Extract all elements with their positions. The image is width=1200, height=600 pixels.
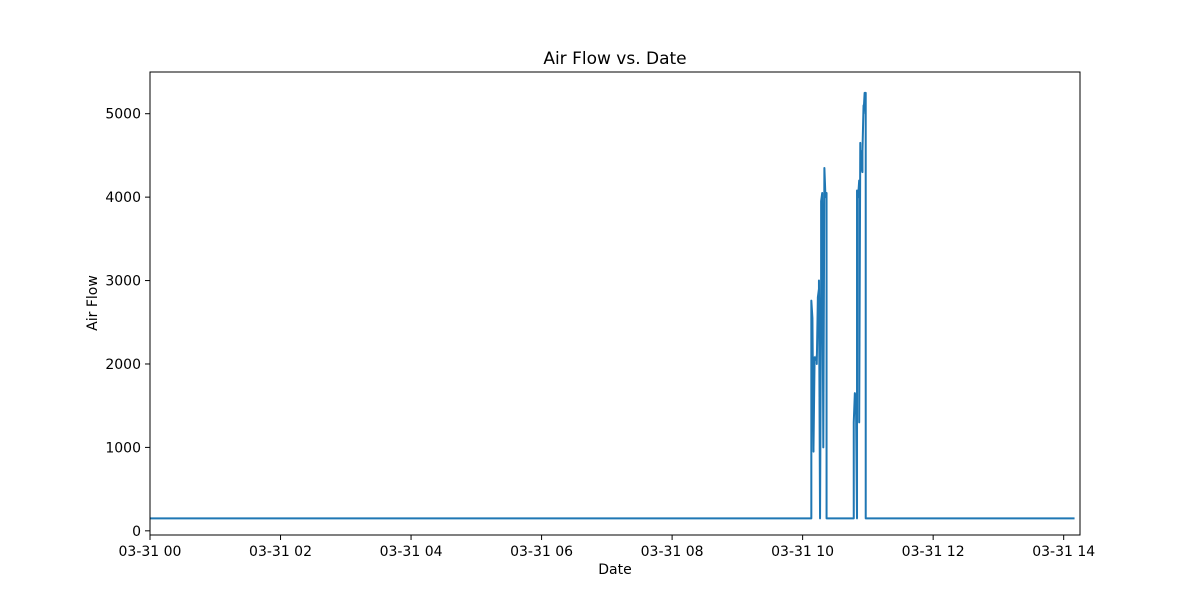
x-axis: 03-31 00 03-31 02 03-31 04 03-31 06 03-31 08… — [119, 535, 1095, 560]
series-line-air-flow — [150, 91, 1075, 520]
y-tick-label: 3000 — [105, 274, 141, 290]
y-tick-label: 0 — [132, 524, 141, 540]
y-tick-label: 1000 — [105, 440, 141, 456]
x-tick-label: 03-31 02 — [249, 544, 312, 560]
plot-area — [150, 91, 1075, 520]
y-tick-label: 4000 — [105, 190, 141, 206]
y-tick-label: 5000 — [105, 107, 141, 123]
x-axis-title: Date — [598, 562, 631, 578]
x-tick-label: 03-31 14 — [1032, 544, 1095, 560]
x-tick-label: 03-31 04 — [380, 544, 443, 560]
x-tick-label: 03-31 12 — [902, 544, 965, 560]
chart-title: Air Flow vs. Date — [543, 49, 686, 69]
x-tick-label: 03-31 06 — [510, 544, 573, 560]
x-tick-label: 03-31 00 — [119, 544, 182, 560]
x-tick-label: 03-31 10 — [771, 544, 834, 560]
y-axis-title: Air Flow — [85, 275, 101, 331]
y-tick-label: 2000 — [105, 357, 141, 373]
y-axis: 0 1000 2000 3000 4000 5000 — [105, 107, 150, 540]
plot-frame — [149, 71, 1081, 536]
x-tick-label: 03-31 08 — [641, 544, 704, 560]
